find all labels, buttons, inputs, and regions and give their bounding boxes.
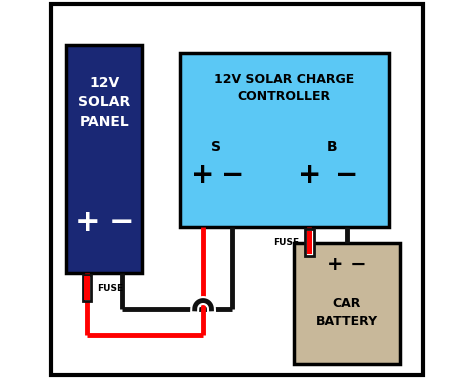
FancyBboxPatch shape — [51, 4, 423, 375]
FancyBboxPatch shape — [307, 231, 312, 254]
FancyBboxPatch shape — [294, 243, 400, 364]
Text: FUSE: FUSE — [97, 283, 123, 293]
Text: + −: + − — [327, 255, 367, 274]
Text: S: S — [210, 140, 220, 154]
Text: 12V SOLAR CHARGE
CONTROLLER: 12V SOLAR CHARGE CONTROLLER — [214, 73, 355, 103]
Text: −: − — [108, 208, 134, 237]
Text: FUSE: FUSE — [273, 238, 300, 247]
Text: +: + — [75, 208, 100, 237]
Text: +: + — [298, 161, 321, 189]
FancyBboxPatch shape — [66, 45, 142, 273]
Text: +: + — [191, 161, 215, 189]
FancyBboxPatch shape — [305, 229, 314, 256]
Text: −: − — [335, 161, 358, 189]
Text: B: B — [327, 140, 337, 154]
Text: −: − — [220, 161, 244, 189]
Text: 12V
SOLAR
PANEL: 12V SOLAR PANEL — [78, 76, 130, 129]
FancyBboxPatch shape — [83, 275, 91, 301]
FancyBboxPatch shape — [180, 53, 389, 227]
FancyBboxPatch shape — [84, 276, 90, 300]
Text: CAR
BATTERY: CAR BATTERY — [316, 298, 378, 328]
